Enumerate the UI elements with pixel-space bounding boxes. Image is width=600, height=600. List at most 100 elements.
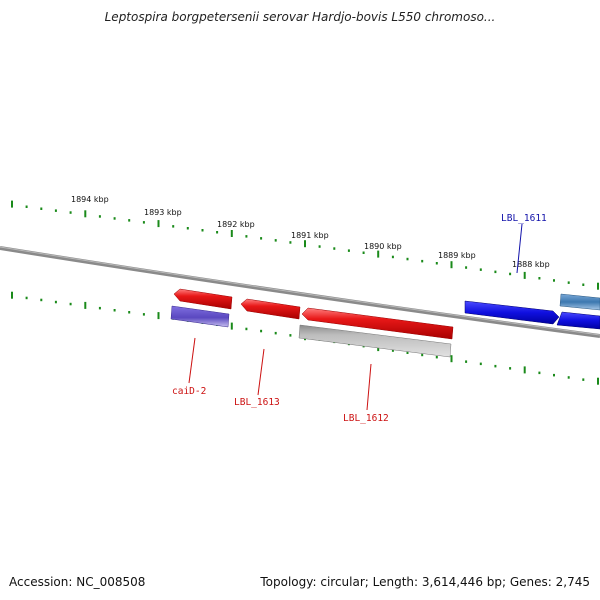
ruler-label: 1892 kbp xyxy=(217,220,255,229)
leader-LBL_1612 xyxy=(366,363,372,411)
ruler-label: 1894 kbp xyxy=(71,195,109,204)
ruler-minor-tick xyxy=(391,349,394,352)
ruler-minor-tick xyxy=(362,251,365,254)
gene-LBL_1612[interactable] xyxy=(301,307,454,340)
ruler-major-tick xyxy=(304,240,306,248)
ruler-minor-tick xyxy=(406,257,409,261)
ruler-major-tick xyxy=(523,271,526,279)
accession-text: Accession: NC_008508 xyxy=(9,575,146,589)
ruler-minor-tick xyxy=(69,211,72,214)
ruler-major-tick xyxy=(377,250,380,258)
ruler-label: 1890 kbp xyxy=(364,242,402,251)
ruler-minor-tick xyxy=(186,227,189,230)
ruler-major-tick xyxy=(597,377,599,385)
ruler-minor-tick xyxy=(567,281,570,284)
ruler-minor-tick xyxy=(582,378,585,381)
ruler-minor-tick xyxy=(289,241,292,244)
ruler-minor-tick xyxy=(289,334,292,337)
ruler-minor-tick xyxy=(333,247,336,250)
ruler-minor-tick xyxy=(509,367,512,370)
ruler-minor-tick xyxy=(25,296,28,300)
feature-caiD-2-cds[interactable] xyxy=(170,305,230,328)
feature-steel-right[interactable] xyxy=(559,293,600,311)
ruler-major-tick xyxy=(230,230,233,237)
ruler-minor-tick xyxy=(465,360,468,363)
ruler-minor-tick xyxy=(40,207,43,210)
ruler-minor-tick xyxy=(216,231,219,234)
ruler-upper xyxy=(11,200,599,290)
ruler-minor-tick xyxy=(494,270,497,274)
ruler-minor-tick xyxy=(465,266,468,269)
ruler-major-tick xyxy=(157,312,160,320)
ruler-minor-tick xyxy=(553,373,555,377)
ruler-minor-tick xyxy=(538,371,541,375)
ruler-minor-tick xyxy=(128,311,131,314)
ruler-minor-tick xyxy=(113,217,116,220)
leader-caiD-2 xyxy=(188,337,196,384)
ruler-minor-tick xyxy=(421,353,424,357)
ruler-minor-tick xyxy=(274,239,277,242)
ruler-major-tick xyxy=(597,282,599,290)
ruler-minor-tick xyxy=(98,306,101,310)
ruler-minor-tick xyxy=(347,249,350,252)
ruler-label: 1888 kbp xyxy=(512,260,550,269)
ruler-minor-tick xyxy=(25,205,28,208)
leader-LBL_1611 xyxy=(516,223,523,274)
gene-LBL_1611[interactable] xyxy=(464,300,560,325)
map-title: Leptospira borgpetersenii serovar Hardjo… xyxy=(104,10,496,24)
ruler-minor-tick xyxy=(406,351,409,354)
ruler-minor-tick xyxy=(421,259,424,263)
leader-LBL_1613 xyxy=(257,348,265,396)
ruler-minor-tick xyxy=(318,245,321,248)
ruler-minor-tick xyxy=(538,277,541,280)
ruler-minor-tick xyxy=(553,279,555,282)
ruler-major-tick xyxy=(450,355,453,363)
chromosome-backbone xyxy=(0,246,600,338)
ruler-label: 1891 kbp xyxy=(291,231,329,240)
feature-LBL_1612-pseudo[interactable] xyxy=(298,324,452,358)
ruler-minor-tick xyxy=(54,209,57,212)
ruler-minor-tick xyxy=(40,298,43,302)
ruler-minor-tick xyxy=(582,283,585,286)
ruler-minor-tick xyxy=(201,229,204,232)
ruler-minor-tick xyxy=(69,302,72,306)
ruler-major-tick xyxy=(523,366,526,374)
gene-label-LBL_1613[interactable]: LBL_1613 xyxy=(234,397,280,408)
ruler-major-tick xyxy=(84,301,87,309)
gene-label-caiD-2[interactable]: caiD-2 xyxy=(172,386,206,397)
ruler-minor-tick xyxy=(391,255,394,259)
ruler-major-tick xyxy=(11,291,13,299)
ruler-minor-tick xyxy=(479,268,482,271)
ruler-minor-tick xyxy=(435,355,438,359)
ruler-minor-tick xyxy=(479,362,482,366)
ruler-label: 1889 kbp xyxy=(438,251,476,260)
ruler-minor-tick xyxy=(113,309,116,312)
gene-label-LBL_1612[interactable]: LBL_1612 xyxy=(343,413,389,424)
ruler-minor-tick xyxy=(172,225,175,228)
ruler-minor-tick xyxy=(509,272,512,276)
chromosome-backbone-highlight xyxy=(0,246,600,336)
gene-caiD-2[interactable] xyxy=(173,288,233,310)
ruler-major-tick xyxy=(450,261,453,269)
ruler-minor-tick xyxy=(142,313,145,316)
gene-label-LBL_1611[interactable]: LBL_1611 xyxy=(501,213,547,224)
ruler-major-tick xyxy=(11,200,13,208)
ruler-major-tick xyxy=(157,220,160,228)
ruler-minor-tick xyxy=(567,376,570,379)
ruler-minor-tick xyxy=(260,329,263,333)
ruler-minor-tick xyxy=(274,331,277,335)
ruler-minor-tick xyxy=(128,219,131,222)
ruler-minor-tick xyxy=(98,215,101,218)
topology-text: Topology: circular; Length: 3,614,446 bp… xyxy=(260,575,590,589)
ruler-minor-tick xyxy=(142,221,145,224)
ruler-minor-tick xyxy=(435,262,438,265)
ruler-minor-tick xyxy=(245,235,248,238)
ruler-major-tick xyxy=(84,210,87,218)
ruler-minor-tick xyxy=(54,300,57,304)
ruler-minor-tick xyxy=(494,364,497,368)
ruler-major-tick xyxy=(230,322,233,330)
ruler-label: 1893 kbp xyxy=(144,208,182,217)
gene-forward-right[interactable] xyxy=(556,311,600,330)
gene-LBL_1613[interactable] xyxy=(240,298,301,320)
